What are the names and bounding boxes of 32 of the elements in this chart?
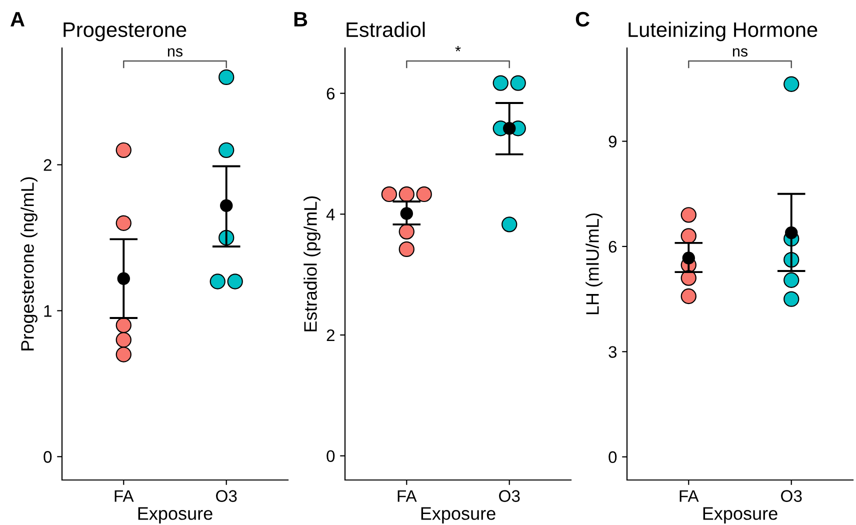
x-axis-title: Exposure — [138, 507, 212, 524]
y-tick-label: 2 — [326, 329, 334, 342]
y-tick-label: 2 — [44, 159, 52, 171]
x-tick-label: O3 — [499, 490, 520, 502]
x-axis-title: Exposure — [703, 507, 778, 524]
y-tick-label: 3 — [608, 346, 617, 358]
chart-title: Estradiol — [346, 22, 425, 38]
y-tick-label: 9 — [608, 136, 616, 148]
y-tick-label: 6 — [326, 88, 335, 100]
text: B — [294, 12, 308, 26]
x-axis-title: Exposure — [421, 507, 496, 524]
y-axis-title: Estradiol (pg/mL) — [304, 196, 320, 332]
x-tick-label: O3 — [216, 490, 237, 502]
x-tick-label: FA — [114, 490, 134, 502]
text: C — [576, 12, 590, 27]
x-tick-label: FA — [680, 490, 699, 502]
chart-title: Luteinizing Hormone — [628, 22, 818, 42]
x-tick-label: FA — [398, 490, 417, 502]
annotation: * — [455, 46, 461, 52]
x-tick-label: O3 — [781, 490, 802, 502]
text: A — [10, 12, 25, 26]
annotation: ns — [168, 48, 183, 57]
y-tick-label: 0 — [326, 450, 335, 462]
y-tick-label: 1 — [44, 305, 52, 317]
y-tick-label: 4 — [326, 208, 335, 220]
y-axis-title: LH (mIU/mL) — [586, 213, 602, 314]
chart-title: Progesterone — [64, 22, 186, 42]
y-axis-title: Progesterone (ng/mL) — [20, 177, 38, 350]
annotation: ns — [732, 48, 748, 57]
y-tick-label: 0 — [608, 451, 617, 464]
y-tick-label: 6 — [608, 240, 617, 253]
y-tick-label: 0 — [44, 451, 52, 463]
